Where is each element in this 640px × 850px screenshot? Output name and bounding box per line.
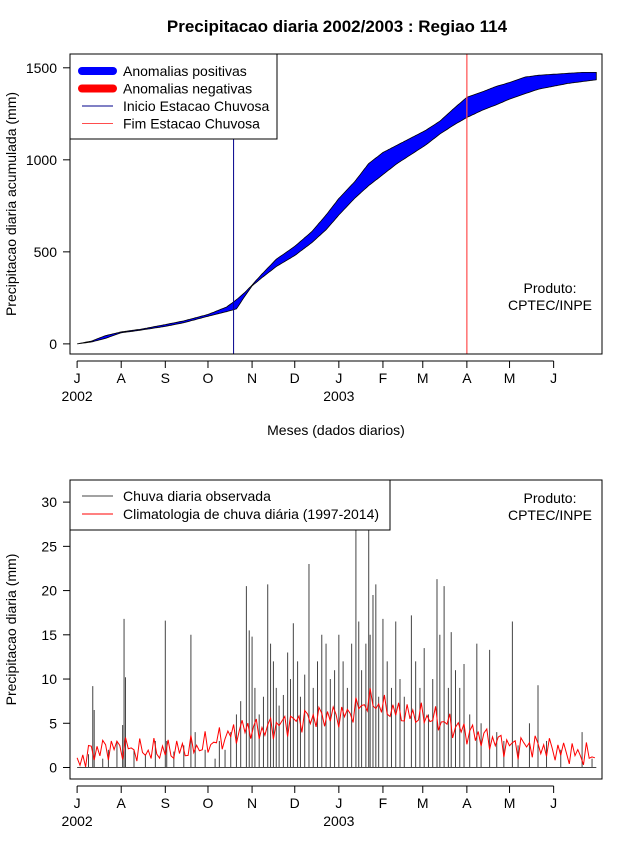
legend-label: Inicio Estacao Chuvosa bbox=[123, 98, 270, 114]
x-tick-label: F bbox=[379, 795, 388, 811]
y-tick-label: 5 bbox=[49, 715, 57, 731]
x-tick-label: S bbox=[161, 795, 170, 811]
y-tick-label: 1500 bbox=[26, 60, 57, 76]
x-tick-label: M bbox=[504, 795, 516, 811]
x-tick-label: A bbox=[462, 795, 472, 811]
x-tick-label: S bbox=[161, 370, 170, 386]
x-tick-label: J bbox=[74, 795, 81, 811]
x-tick-label: A bbox=[117, 795, 127, 811]
y-tick-label: 30 bbox=[41, 494, 57, 510]
x-tick-label: D bbox=[290, 795, 300, 811]
y-tick-label: 500 bbox=[34, 244, 58, 260]
x-tick-label: M bbox=[504, 370, 516, 386]
x-tick-label: O bbox=[203, 370, 214, 386]
x-axis-title: Meses (dados diarios) bbox=[267, 847, 405, 850]
positive-anomaly-area bbox=[77, 72, 597, 345]
x-tick-label: J bbox=[74, 370, 81, 386]
x-tick-label: J bbox=[550, 795, 557, 811]
year-label: 2003 bbox=[323, 388, 354, 404]
x-tick-label: J bbox=[335, 370, 342, 386]
x-axis-title: Meses (dados diarios) bbox=[267, 422, 405, 438]
y-axis-title: Precipitacao diaria (mm) bbox=[3, 554, 19, 706]
annotation-source: CPTEC/INPE bbox=[508, 297, 592, 313]
x-tick-label: J bbox=[550, 370, 557, 386]
y-tick-label: 15 bbox=[41, 627, 57, 643]
legend-label: Anomalias negativas bbox=[123, 81, 252, 97]
x-tick-label: O bbox=[203, 795, 214, 811]
legend-label: Climatologia de chuva diária (1997-2014) bbox=[123, 506, 379, 522]
y-tick-label: 25 bbox=[41, 538, 57, 554]
annotation-product: Produto: bbox=[524, 280, 577, 296]
x-tick-label: A bbox=[462, 370, 472, 386]
x-tick-label: N bbox=[247, 370, 257, 386]
x-tick-label: J bbox=[335, 795, 342, 811]
y-axis-title: Precipitacao diaria acumulada (mm) bbox=[3, 92, 19, 316]
legend-label: Anomalias positivas bbox=[123, 63, 247, 79]
x-tick-label: M bbox=[417, 795, 429, 811]
x-tick-label: N bbox=[247, 795, 257, 811]
cumulative-precipitation-chart: Precipitacao diaria 2002/2003 : Regiao 1… bbox=[3, 17, 603, 438]
y-tick-label: 0 bbox=[49, 760, 57, 776]
y-tick-label: 1000 bbox=[26, 152, 57, 168]
legend-box bbox=[69, 479, 391, 531]
year-label: 2002 bbox=[62, 813, 93, 829]
y-tick-label: 10 bbox=[41, 671, 57, 687]
legend-label: Fim Estacao Chuvosa bbox=[123, 116, 260, 132]
chart-title: Precipitacao diaria 2002/2003 : Regiao 1… bbox=[167, 17, 508, 36]
x-tick-label: F bbox=[379, 370, 388, 386]
year-label: 2003 bbox=[323, 813, 354, 829]
plot-frame bbox=[69, 53, 603, 355]
legend-label: Chuva diaria observada bbox=[123, 488, 271, 504]
daily-precipitation-chart: 0 5 10 15 20 25 30 J A S O N D J F M A M J 2002 2003 Meses (d… bbox=[3, 479, 603, 850]
annotation-source: CPTEC/INPE bbox=[508, 507, 592, 523]
annotation-product: Produto: bbox=[524, 490, 577, 506]
x-tick-label: D bbox=[290, 370, 300, 386]
climatology-line bbox=[76, 688, 596, 768]
x-tick-label: M bbox=[417, 370, 429, 386]
y-tick-label: 0 bbox=[49, 336, 57, 352]
x-tick-label: A bbox=[117, 370, 127, 386]
year-label: 2002 bbox=[62, 388, 93, 404]
y-tick-label: 20 bbox=[41, 583, 57, 599]
